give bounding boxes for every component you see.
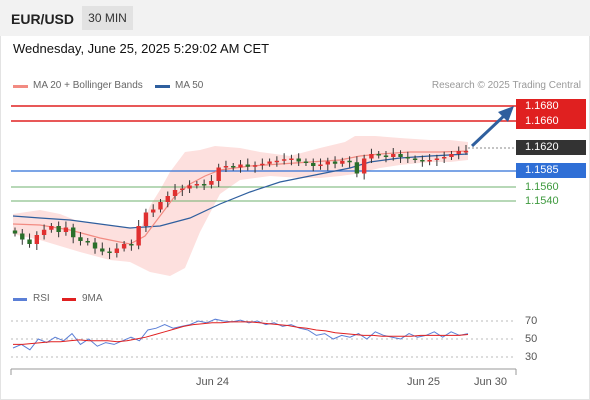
x-label-jun30: Jun 30 xyxy=(474,376,508,388)
candle-body xyxy=(303,161,309,163)
ma20-legend-label: MA 20 + Bollinger Bands xyxy=(33,80,143,91)
rsi-ma9-line xyxy=(13,321,469,345)
candle-body xyxy=(405,157,411,159)
resistance-badge-1680: 1.1680 xyxy=(516,99,586,114)
candle-body xyxy=(92,242,98,249)
candle-body xyxy=(347,160,352,163)
candle-body xyxy=(340,160,345,164)
candle-body xyxy=(85,241,90,243)
candle-body xyxy=(78,237,83,241)
candle-body xyxy=(223,166,229,168)
candle-body xyxy=(391,154,396,157)
candle-body xyxy=(70,227,76,238)
header-bar: EUR/USD 30 MIN xyxy=(0,0,590,36)
timeframe-button[interactable]: 30 MIN xyxy=(82,6,133,30)
projection-arrowhead xyxy=(498,106,514,122)
ma50-legend-swatch xyxy=(155,85,170,88)
candle-body xyxy=(311,163,316,166)
candle-body xyxy=(354,162,360,174)
candle-body xyxy=(325,161,330,165)
candle-body xyxy=(136,226,141,246)
rsi-level-label-70: 70 xyxy=(525,315,538,327)
candle-body xyxy=(100,248,105,252)
candle-body xyxy=(129,244,134,246)
candle-body xyxy=(107,251,112,253)
candle-body xyxy=(376,154,381,156)
candle-body xyxy=(158,202,163,210)
candle-body xyxy=(201,184,207,186)
candle-body xyxy=(289,158,294,160)
rsi-line xyxy=(12,318,469,351)
pivot-badge-1585: 1.1585 xyxy=(516,163,586,178)
candle-body xyxy=(20,233,25,240)
candle-body xyxy=(49,226,54,230)
candle-body xyxy=(143,212,149,226)
datetime-label: Wednesday, June 25, 2025 5:29:02 AM CET xyxy=(13,41,270,56)
ma9-legend-label: 9MA xyxy=(82,293,103,304)
candle-body xyxy=(260,163,265,166)
rsi-level-label-50: 50 xyxy=(525,333,538,345)
candle-body xyxy=(34,235,40,244)
current-price-badge: 1.1620 xyxy=(516,140,586,155)
rsi-legend-swatch xyxy=(13,298,27,301)
candle-body xyxy=(216,167,221,181)
candle-body xyxy=(274,160,280,163)
candle-body xyxy=(151,209,156,213)
candle-body xyxy=(121,244,127,249)
ma50-line xyxy=(12,153,469,229)
candle-body xyxy=(434,158,440,160)
resistance-badge-1660: 1.1660 xyxy=(516,114,586,129)
x-label-jun24: Jun 24 xyxy=(196,376,230,388)
candle-body xyxy=(427,160,432,162)
candle-body xyxy=(12,230,18,234)
candle-body xyxy=(441,157,447,159)
candle-body xyxy=(245,164,250,167)
candle-body xyxy=(27,239,32,244)
candle-body xyxy=(449,154,454,157)
symbol-label: EUR/USD xyxy=(11,11,75,27)
ma50-legend-label: MA 50 xyxy=(175,80,204,91)
candle-body xyxy=(41,229,47,235)
candle-body xyxy=(63,227,69,232)
candle-body xyxy=(56,226,61,232)
candle-body xyxy=(361,158,367,174)
candlestick-series xyxy=(12,145,469,259)
candle-body xyxy=(318,164,323,166)
candle-body xyxy=(231,166,236,168)
credit-text: Research © 2025 Trading Central xyxy=(431,80,581,91)
candle-body xyxy=(398,154,403,157)
ma20-legend-swatch xyxy=(13,85,28,88)
candle-body xyxy=(209,181,214,185)
candle-body xyxy=(252,165,258,167)
candle-body xyxy=(463,151,469,153)
ma9-legend-swatch xyxy=(62,298,76,301)
support-label-1560: 1.1560 xyxy=(525,181,559,193)
candle-body xyxy=(296,158,301,162)
candle-body xyxy=(456,151,461,154)
candle-body xyxy=(180,188,185,190)
candle-body xyxy=(187,185,192,189)
candle-body xyxy=(114,248,120,253)
candle-body xyxy=(238,164,243,168)
candle-body xyxy=(369,154,374,159)
candle-body xyxy=(420,160,425,162)
candle-body xyxy=(383,155,389,157)
support-label-1540: 1.1540 xyxy=(525,195,559,207)
candle-body xyxy=(332,161,338,164)
candle-body xyxy=(172,190,178,196)
candle-body xyxy=(281,159,287,161)
candle-body xyxy=(165,196,170,202)
rsi-level-label-30: 30 xyxy=(525,351,538,363)
rsi-legend-label: RSI xyxy=(33,293,50,304)
x-label-jun25: Jun 25 xyxy=(407,376,441,388)
candle-body xyxy=(412,158,418,160)
projection-arrow xyxy=(470,112,508,148)
candle-body xyxy=(194,184,200,186)
candle-body xyxy=(267,161,272,164)
